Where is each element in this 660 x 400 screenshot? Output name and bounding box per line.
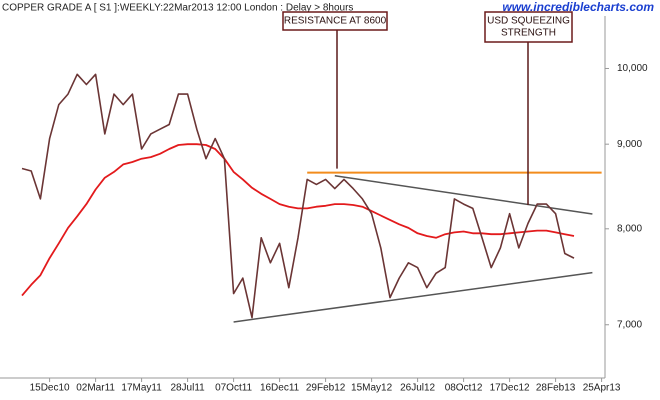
x-tick-label: 25Apr13 <box>583 383 621 394</box>
y-tick-label: 10,000 <box>617 63 648 74</box>
x-tick-label: 29Feb12 <box>306 383 346 394</box>
watermark: www.incrediblecharts.com <box>502 0 654 14</box>
annotation-text: RESISTANCE AT 8600 <box>284 16 387 27</box>
x-tick-label: 17May11 <box>121 383 162 394</box>
trend-line <box>233 271 593 323</box>
x-tick-label: 28Feb13 <box>536 383 576 394</box>
annotation-text: STRENGTH <box>501 28 556 39</box>
x-tick-label: 15Dec10 <box>30 383 70 394</box>
x-tick-label: 07Oct11 <box>215 383 252 394</box>
chart-title: COPPER GRADE A [ S1 ]:WEEKLY:22Mar2013 1… <box>2 3 353 14</box>
x-tick-label: 16Dec11 <box>260 383 300 394</box>
annotation-box <box>484 11 573 43</box>
x-tick-label: 17Dec12 <box>490 383 530 394</box>
annotation-text: USD SQUEEZING <box>487 16 570 27</box>
x-tick-label: 26Jul12 <box>400 383 435 394</box>
x-tick-label: 08Oct12 <box>445 383 483 394</box>
series-line <box>21 143 575 297</box>
y-tick-label: 8,000 <box>617 223 642 234</box>
x-tick-label: 15May12 <box>351 383 393 394</box>
series-line <box>21 73 575 319</box>
annotation-box <box>282 11 388 31</box>
y-tick-label: 7,000 <box>617 319 642 330</box>
y-tick-label: 9,000 <box>617 139 642 150</box>
x-tick-label: 02Mar11 <box>76 383 115 394</box>
x-tick-label: 28Jul11 <box>170 383 205 394</box>
